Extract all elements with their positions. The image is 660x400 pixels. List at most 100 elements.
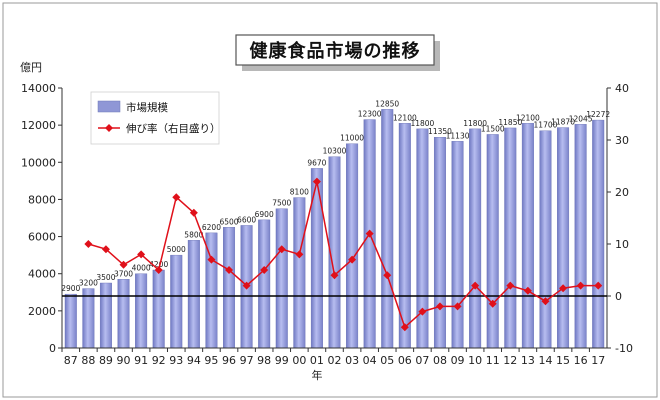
x-tick-label-94: 94 (187, 354, 201, 367)
bar-94 (187, 240, 200, 349)
x-tick-label-11: 11 (486, 354, 500, 367)
growth-point-08 (435, 302, 444, 311)
bar-value-label-94: 5800 (184, 230, 203, 239)
x-tick-label-05: 05 (380, 354, 394, 367)
bar-03 (346, 143, 359, 349)
bar-98 (258, 219, 271, 349)
x-tick-label-04: 04 (363, 354, 377, 367)
legend-label-market: 市場規模 (126, 101, 168, 114)
growth-point-06 (400, 323, 409, 332)
bar-12 (504, 127, 517, 349)
growth-point-97 (242, 281, 251, 290)
legend-box (90, 91, 220, 145)
bar-value-label-91: 4000 (132, 264, 151, 273)
bar-16 (574, 124, 587, 349)
y-left-tick-label: 6000 (28, 231, 56, 244)
x-tick-label-99: 99 (275, 354, 289, 367)
growth-point-09 (453, 302, 462, 311)
bar-17 (592, 119, 605, 349)
x-tick-label-10: 10 (468, 354, 482, 367)
bar-value-label-14: 11700 (534, 121, 558, 130)
bar-value-label-16: 12045 (569, 114, 593, 123)
growth-point-01 (312, 177, 321, 186)
x-tick-label-14: 14 (538, 354, 552, 367)
bar-value-label-97: 6600 (237, 215, 256, 224)
growth-point-16 (576, 281, 585, 290)
legend-diamond-icon (105, 124, 113, 132)
growth-point-12 (506, 281, 515, 290)
bar-value-label-01: 9670 (307, 158, 326, 167)
x-tick-label-12: 12 (503, 354, 517, 367)
growth-point-04 (365, 229, 374, 238)
bar-value-label-10: 11800 (463, 119, 487, 128)
x-tick-label-90: 90 (117, 354, 131, 367)
y-left-tick-label: 8000 (28, 193, 56, 206)
bar-10 (469, 128, 482, 349)
legend-label-growth: 伸び率（右目盛り） (126, 122, 221, 135)
growth-point-99 (277, 245, 286, 254)
bar-99 (275, 208, 288, 349)
bar-value-label-90: 3700 (114, 269, 133, 278)
y-right-tick-label: -10 (615, 342, 633, 355)
bar-value-label-05: 12850 (375, 99, 399, 108)
growth-point-05 (383, 271, 392, 280)
bar-value-label-95: 6200 (202, 223, 221, 232)
growth-point-98 (260, 266, 269, 274)
bar-88 (82, 288, 95, 349)
x-tick-label-96: 96 (222, 354, 236, 367)
x-tick-label-03: 03 (345, 354, 359, 367)
growth-point-96 (225, 266, 234, 274)
growth-point-10 (471, 281, 480, 290)
bar-value-label-08: 11350 (428, 127, 452, 136)
bar-15 (557, 127, 570, 349)
y-right-tick-label: 30 (615, 134, 629, 147)
x-tick-label-93: 93 (169, 354, 183, 367)
x-tick-label-16: 16 (574, 354, 588, 367)
bar-value-label-11: 11500 (481, 124, 505, 133)
bar-11 (486, 134, 499, 349)
legend: 市場規模 伸び率（右目盛り） (90, 91, 221, 145)
bar-value-label-07: 11800 (410, 119, 434, 128)
growth-point-95 (207, 255, 216, 264)
growth-point-13 (523, 286, 532, 295)
chart-title: 健康食品市場の推移 (250, 40, 421, 62)
chart-title-box: 健康食品市場の推移 (235, 34, 440, 71)
axes-layer (61, 88, 608, 349)
bar-value-label-13: 12100 (516, 113, 540, 122)
bar-value-label-00: 8100 (290, 188, 309, 197)
bar-value-label-88: 3200 (79, 279, 98, 288)
y-right-tick-label: 10 (615, 238, 629, 251)
bar-93 (170, 254, 183, 349)
bar-14 (539, 130, 552, 349)
growth-point-92 (154, 266, 163, 274)
growth-point-03 (348, 255, 357, 264)
y-left-unit-label: 億円 (20, 61, 42, 74)
y-left-tick-label: 0 (49, 342, 56, 355)
x-tick-label-87: 87 (64, 354, 78, 367)
bar-13 (521, 123, 534, 349)
x-tick-label-95: 95 (204, 354, 218, 367)
bar-value-label-02: 10300 (323, 147, 347, 156)
growth-point-15 (559, 284, 568, 293)
x-tick-label-08: 08 (433, 354, 447, 367)
x-tick-label-02: 02 (328, 354, 342, 367)
growth-point-93 (172, 193, 181, 202)
growth-point-00 (295, 250, 304, 259)
bar-value-label-15: 11870 (551, 118, 575, 127)
bar-value-label-12: 11850 (498, 118, 522, 127)
bar-value-label-96: 6500 (219, 217, 238, 226)
ticks-layer: 02000400060008000100001200014000-1001020… (21, 82, 633, 367)
growth-point-17 (594, 281, 603, 290)
bar-05 (381, 109, 394, 349)
growth-point-94 (189, 208, 198, 217)
bar-value-label-17: 12272 (586, 110, 610, 119)
x-tick-label-98: 98 (257, 354, 271, 367)
bar-09 (451, 141, 464, 349)
x-tick-label-15: 15 (556, 354, 570, 367)
bar-value-label-04: 12300 (358, 110, 382, 119)
bar-value-label-09: 11130 (446, 131, 470, 140)
growth-point-07 (418, 307, 427, 316)
x-tick-label-89: 89 (99, 354, 113, 367)
bars-layer (64, 109, 605, 349)
